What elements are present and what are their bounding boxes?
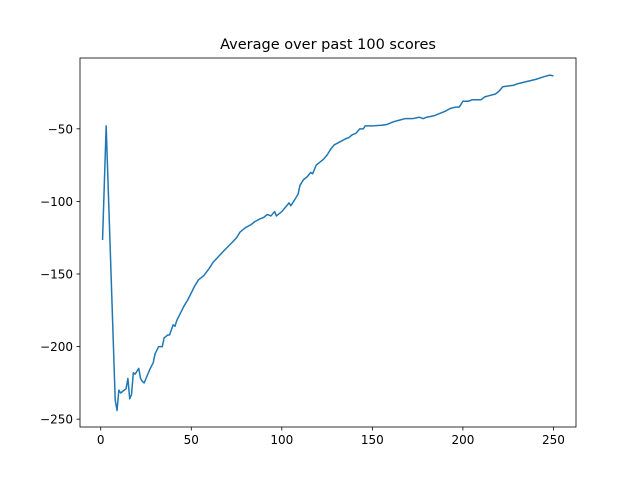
y-tick-label: −150 xyxy=(40,268,73,282)
axes-frame xyxy=(79,57,577,428)
x-tick-label: 150 xyxy=(361,433,384,447)
x-tick-label: 100 xyxy=(270,433,293,447)
chart-title: Average over past 100 scores xyxy=(220,37,436,53)
x-tick-label: 0 xyxy=(97,433,105,447)
y-tick-label: −50 xyxy=(48,122,73,136)
y-tick-label: −100 xyxy=(40,195,73,209)
line-series xyxy=(101,74,554,412)
x-tick-label: 200 xyxy=(451,433,474,447)
x-tick-label: 250 xyxy=(542,433,565,447)
y-tick-label: −250 xyxy=(40,413,73,427)
x-tick-label: 50 xyxy=(184,433,199,447)
y-tick-label: −200 xyxy=(40,340,73,354)
